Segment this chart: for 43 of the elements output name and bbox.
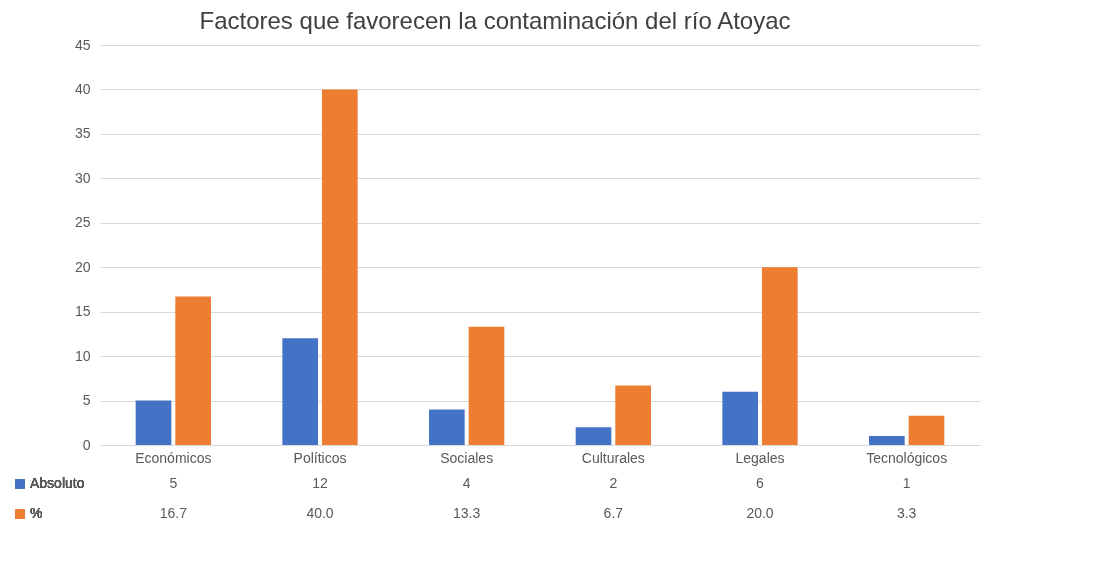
data-label: 5 bbox=[169, 475, 178, 491]
y-tick-label: 20 bbox=[74, 258, 91, 275]
y-tick-label: 45 bbox=[74, 36, 91, 53]
bar bbox=[282, 338, 319, 445]
bar bbox=[908, 415, 945, 445]
data-label: 6 bbox=[756, 475, 765, 491]
chart-title: Factores que favorecen la contaminación del río Atoyac bbox=[199, 7, 791, 34]
data-label: 13.3 bbox=[453, 505, 481, 521]
y-tick-label: 5 bbox=[82, 392, 91, 409]
y-tick-label: 30 bbox=[74, 169, 91, 186]
data-label: 12 bbox=[312, 475, 328, 491]
legend-label: Absoluto bbox=[30, 475, 85, 491]
x-tick-label: Legales bbox=[735, 449, 785, 466]
bar bbox=[869, 436, 905, 445]
x-tick-label: Políticos bbox=[293, 449, 347, 466]
data-label: 1 bbox=[902, 475, 911, 491]
bar bbox=[175, 296, 211, 445]
y-tick-label: 40 bbox=[74, 80, 91, 97]
data-label: 4 bbox=[462, 475, 471, 491]
y-tick-label: 10 bbox=[74, 347, 91, 364]
bar bbox=[321, 89, 358, 445]
data-label: 40.0 bbox=[306, 505, 334, 521]
legend-label: % bbox=[30, 505, 43, 521]
bar bbox=[575, 427, 612, 445]
x-tick-label: Sociales bbox=[440, 449, 494, 466]
bar bbox=[722, 391, 759, 445]
bar bbox=[468, 326, 505, 445]
bar bbox=[429, 409, 465, 445]
data-label: 20.0 bbox=[746, 505, 774, 521]
x-tick-label: Económicos bbox=[135, 449, 212, 466]
y-tick-label: 25 bbox=[74, 214, 91, 231]
bar bbox=[761, 267, 798, 445]
x-tick-label: Culturales bbox=[581, 449, 645, 466]
data-label: 3.3 bbox=[896, 505, 917, 521]
y-tick-label: 35 bbox=[74, 125, 91, 142]
bar bbox=[615, 385, 651, 445]
x-tick-label: Tecnológicos bbox=[866, 449, 948, 466]
data-label: 2 bbox=[609, 475, 618, 491]
data-label: 6.7 bbox=[603, 505, 624, 521]
bar bbox=[135, 400, 172, 445]
data-label: 16.7 bbox=[159, 505, 188, 521]
y-tick-label: 15 bbox=[74, 303, 91, 320]
y-tick-label: 0 bbox=[82, 436, 91, 453]
